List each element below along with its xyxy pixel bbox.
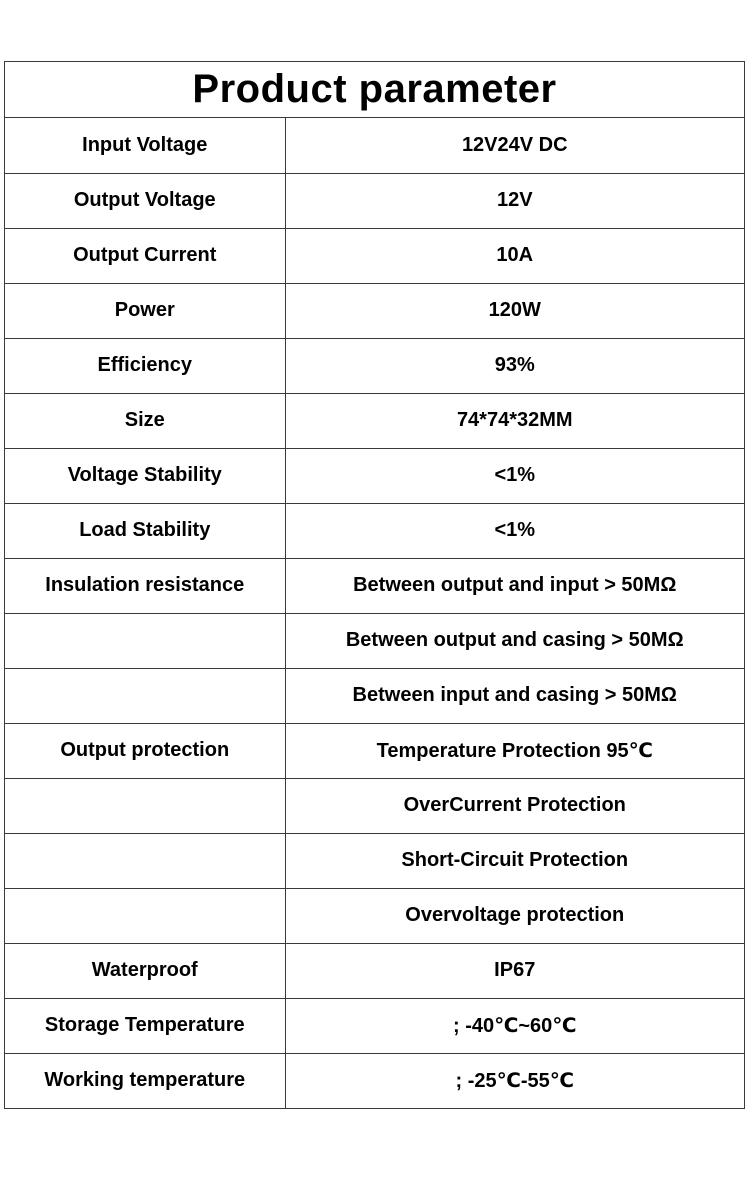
parameter-name-cell: Output Current — [5, 228, 286, 284]
parameter-name-cell — [5, 888, 286, 944]
parameter-value-cell: 93% — [285, 338, 744, 394]
parameter-name-cell: Input Voltage — [5, 118, 286, 174]
parameter-name-cell — [5, 613, 286, 669]
parameter-name-cell: Output Voltage — [5, 173, 286, 229]
table-row: Between input and casing > 50MΩ — [5, 668, 744, 724]
parameter-value-cell: Between output and input > 50MΩ — [285, 558, 744, 614]
parameter-value-cell: OverCurrent Protection — [285, 778, 744, 834]
parameter-name-cell: Size — [5, 393, 286, 449]
parameter-value-cell: ; -40℃~60℃ — [285, 998, 744, 1054]
parameter-value-cell: <1% — [285, 448, 744, 504]
parameter-value-cell: Between input and casing > 50MΩ — [285, 668, 744, 724]
table-row: Working temperature ; -25℃-55℃ — [5, 1053, 744, 1108]
table-row: Short-Circuit Protection — [5, 833, 744, 889]
parameter-table: Input Voltage 12V24V DC Output Voltage 12V O… — [5, 118, 744, 1108]
title-row: Product parameter — [5, 62, 744, 118]
parameter-name-cell — [5, 833, 286, 889]
table-row: Power 120W — [5, 283, 744, 339]
parameter-value-cell: Between output and casing > 50MΩ — [285, 613, 744, 669]
table-row: Output Voltage 12V — [5, 173, 744, 229]
parameter-name-cell — [5, 778, 286, 834]
parameter-name-cell: Load Stability — [5, 503, 286, 559]
table-row: Between output and casing > 50MΩ — [5, 613, 744, 669]
table-row: Waterproof IP67 — [5, 943, 744, 999]
table-row: Voltage Stability <1% — [5, 448, 744, 504]
table-row: OverCurrent Protection — [5, 778, 744, 834]
parameter-value-cell: 120W — [285, 283, 744, 339]
parameter-value-cell: Temperature Protection 95℃ — [285, 723, 744, 779]
parameter-value-cell: ; -25℃-55℃ — [455, 1070, 574, 1093]
parameter-name-cell: Waterproof — [5, 943, 286, 999]
table-row: Overvoltage protection — [5, 888, 744, 944]
parameter-name-cell: Insulation resistance — [5, 558, 286, 614]
parameter-value-cell: 12V — [285, 173, 744, 229]
table-title: Product parameter — [192, 67, 557, 111]
parameter-name-cell: Working temperature — [5, 1053, 286, 1108]
parameter-rows: Input Voltage 12V24V DC Output Voltage 12V O… — [5, 118, 744, 1108]
table-row: Storage Temperature; -40℃~60℃ — [5, 998, 744, 1054]
parameter-value-cell: <1% — [285, 503, 744, 559]
table-row: Output protection Temperature Protection … — [5, 723, 744, 779]
parameter-name-cell: Efficiency — [5, 338, 286, 394]
parameter-name-cell: Power — [5, 283, 286, 339]
table-row: Efficiency 93% — [5, 338, 744, 394]
product-parameter-table: Product parameter Input Voltage 12V24V DC… — [4, 61, 745, 1109]
parameter-value-cell: 12V24V DC — [285, 118, 744, 174]
parameter-value-cell: 74*74*32MM — [285, 393, 744, 449]
parameter-value-cell: Short-Circuit Protection — [285, 833, 744, 889]
parameter-name-cell: Output protection — [5, 723, 286, 779]
parameter-value-cell: IP67 — [285, 943, 744, 999]
parameter-value-cell: Overvoltage protection — [285, 888, 744, 944]
table-row: Size 74*74*32MM — [5, 393, 744, 449]
parameter-name-cell — [5, 668, 286, 724]
table-row: Insulation resistance Between output and … — [5, 558, 744, 614]
parameter-value-cell: 10A — [285, 228, 744, 284]
parameter-name-cell: Voltage Stability — [5, 448, 286, 504]
table-row: Output Current 10A — [5, 228, 744, 284]
parameter-name-cell: Storage Temperature — [5, 998, 286, 1054]
table-row: Input Voltage 12V24V DC — [5, 118, 744, 174]
table-row: Load Stability <1% — [5, 503, 744, 559]
